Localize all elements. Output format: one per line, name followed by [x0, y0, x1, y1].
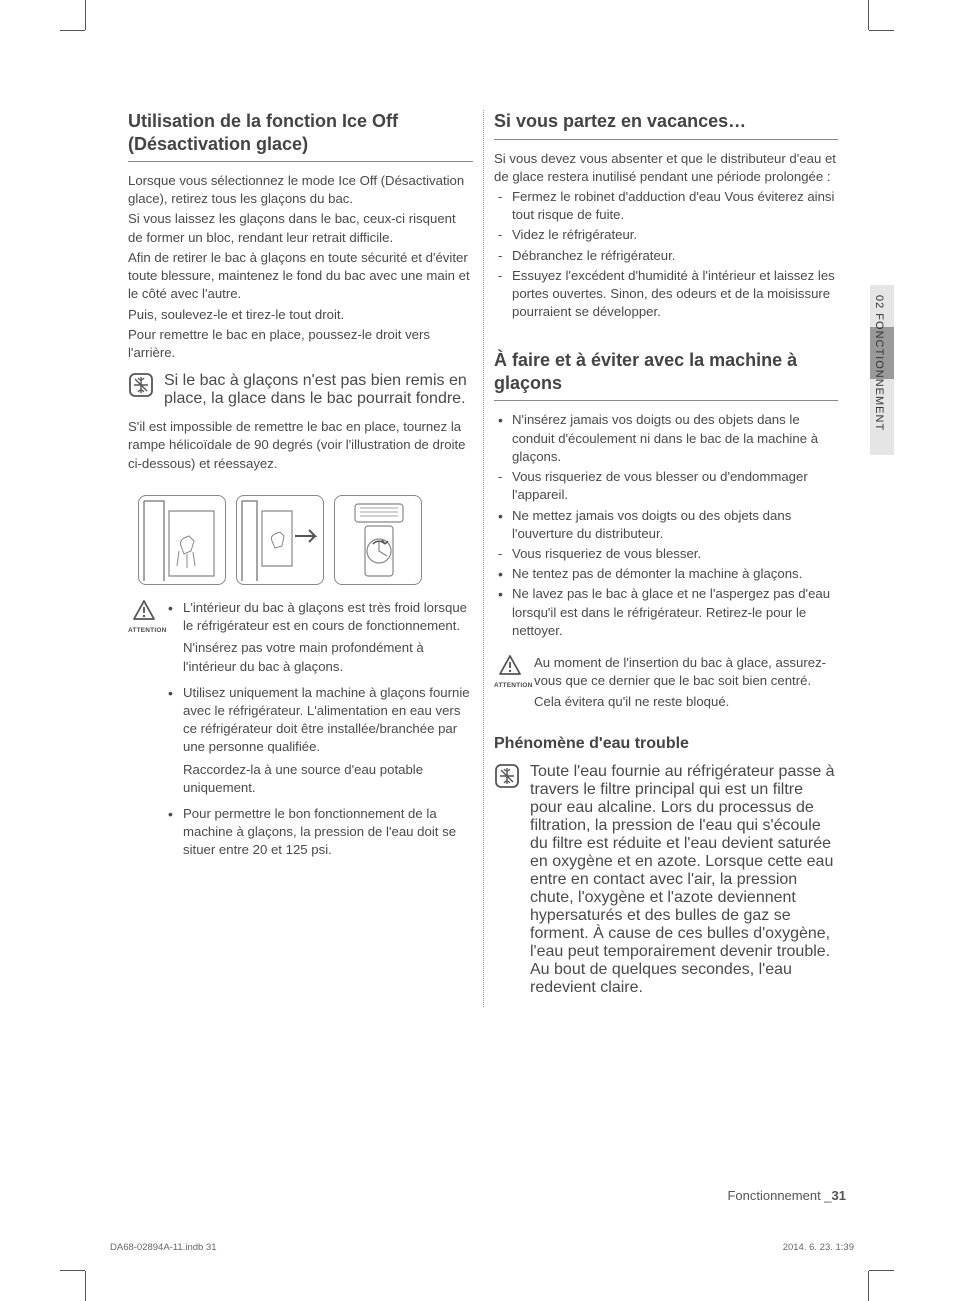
- illustration: [236, 495, 324, 585]
- list-item: Ne lavez pas le bac à glace et ne l'aspe…: [494, 585, 838, 640]
- divider: [128, 161, 473, 162]
- caution-label: ATTENTION: [494, 682, 526, 689]
- caution-icon: ATTENTION: [494, 654, 526, 713]
- crop-mark: [60, 1270, 85, 1271]
- caution-label: ATTENTION: [128, 627, 160, 634]
- dos-donts-list: N'insérez jamais vos doigts ou des objet…: [494, 411, 838, 466]
- print-footer: DA68-02894A-11.indb 31 2014. 6. 23. 1:39: [110, 1242, 854, 1253]
- dos-donts-list: Ne mettez jamais vos doigts ou des objet…: [494, 507, 838, 543]
- note-icon: [128, 372, 154, 408]
- crop-mark: [868, 1271, 869, 1301]
- dos-donts-list: Vous risqueriez de vous blesser.: [494, 545, 838, 563]
- list-item: Essuyez l'excédent d'humidité à l'intéri…: [494, 267, 838, 322]
- list-item: Vous risqueriez de vous blesser.: [494, 545, 838, 563]
- heading-cloudy-water: Phénomène d'eau trouble: [494, 735, 838, 753]
- note-block: Toute l'eau fournie au réfrigérateur pas…: [494, 763, 838, 997]
- divider: [494, 139, 838, 140]
- note-block: Si le bac à glaçons n'est pas bien remis…: [128, 372, 473, 408]
- note-text: Toute l'eau fournie au réfrigérateur pas…: [530, 763, 838, 997]
- illustration: [334, 495, 422, 585]
- list-item: Débranchez le réfrigérateur.: [494, 247, 838, 265]
- crop-mark: [85, 0, 86, 30]
- print-date: 2014. 6. 23. 1:39: [783, 1242, 854, 1253]
- list-text: Pour permettre le bon fonctionnement de …: [183, 806, 456, 857]
- body-text: S'il est impossible de remettre le bac e…: [128, 418, 473, 473]
- left-column: Utilisation de la fonction Ice Off (Désa…: [128, 110, 483, 1007]
- divider: [494, 400, 838, 401]
- list-text: Utilisez uniquement la machine à glaçons…: [183, 685, 470, 755]
- body-text: Si vous devez vous absenter et que le di…: [494, 150, 838, 186]
- note-text: Si le bac à glaçons n'est pas bien remis…: [164, 372, 473, 408]
- tab-label: 02 FONCTIONNEMENT: [873, 295, 885, 431]
- dos-donts-list: Ne tentez pas de démonter la machine à g…: [494, 565, 838, 640]
- page-number: 31: [832, 1188, 846, 1203]
- crop-mark: [869, 1270, 894, 1271]
- caution-icon: ATTENTION: [128, 599, 160, 868]
- list-subtext: N'insérez pas votre main profondément à …: [183, 639, 473, 675]
- body-text: Si vous laissez les glaçons dans le bac,…: [128, 210, 473, 246]
- right-column: Si vous partez en vacances… Si vous deve…: [483, 110, 838, 1007]
- illustration: [138, 495, 226, 585]
- caution-list: L'intérieur du bac à glaçons est très fr…: [168, 599, 473, 860]
- crop-mark: [85, 1271, 86, 1301]
- page-footer: Fonctionnement _31: [727, 1188, 846, 1203]
- list-subtext: Raccordez-la à une source d'eau potable …: [183, 761, 473, 797]
- dos-donts-list: Vous risqueriez de vous blesser ou d'end…: [494, 468, 838, 504]
- caution-block: ATTENTION L'intérieur du bac à glaçons e…: [128, 599, 473, 868]
- list-item: Ne mettez jamais vos doigts ou des objet…: [494, 507, 838, 543]
- list-item: Vous risqueriez de vous blesser ou d'end…: [494, 468, 838, 504]
- body-text: Lorsque vous sélectionnez le mode Ice Of…: [128, 172, 473, 208]
- note-icon: [494, 763, 520, 997]
- heading-dos-donts: À faire et à éviter avec la machine à gl…: [494, 349, 838, 394]
- list-text: L'intérieur du bac à glaçons est très fr…: [183, 600, 467, 633]
- crop-mark: [868, 0, 869, 30]
- body-text: Pour remettre le bac en place, poussez-l…: [128, 326, 473, 362]
- caution-subtext: Cela évitera qu'il ne reste bloqué.: [534, 693, 838, 711]
- heading-vacation: Si vous partez en vacances…: [494, 110, 838, 133]
- crop-mark: [60, 30, 85, 31]
- body-text: Afin de retirer le bac à glaçons en tout…: [128, 249, 473, 304]
- list-item: Pour permettre le bon fonctionnement de …: [168, 805, 473, 860]
- crop-mark: [869, 30, 894, 31]
- list-item: Ne tentez pas de démonter la machine à g…: [494, 565, 838, 583]
- print-file: DA68-02894A-11.indb 31: [110, 1242, 217, 1253]
- caution-block: ATTENTION Au moment de l'insertion du ba…: [494, 654, 838, 713]
- heading-ice-off: Utilisation de la fonction Ice Off (Désa…: [128, 110, 473, 155]
- body-text: Puis, soulevez-le et tirez-le tout droit…: [128, 306, 473, 324]
- list-item: Utilisez uniquement la machine à glaçons…: [168, 684, 473, 797]
- list-item: Fermez le robinet d'adduction d'eau Vous…: [494, 188, 838, 224]
- list-item: L'intérieur du bac à glaçons est très fr…: [168, 599, 473, 676]
- list-item: N'insérez jamais vos doigts ou des objet…: [494, 411, 838, 466]
- caution-text: Au moment de l'insertion du bac à glace,…: [534, 654, 838, 690]
- vacation-list: Fermez le robinet d'adduction d'eau Vous…: [494, 188, 838, 322]
- list-item: Videz le réfrigérateur.: [494, 226, 838, 244]
- illustration-row: [138, 495, 473, 585]
- side-tab: 02 FONCTIONNEMENT: [870, 285, 894, 625]
- footer-section-label: Fonctionnement _: [727, 1188, 831, 1203]
